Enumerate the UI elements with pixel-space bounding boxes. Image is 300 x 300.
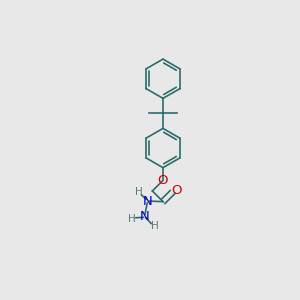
Text: H: H: [135, 188, 142, 197]
Text: O: O: [171, 184, 181, 197]
Text: O: O: [158, 174, 168, 187]
Text: H: H: [151, 221, 158, 231]
Text: N: N: [142, 195, 152, 208]
Text: H: H: [128, 214, 136, 224]
Text: N: N: [140, 210, 150, 223]
